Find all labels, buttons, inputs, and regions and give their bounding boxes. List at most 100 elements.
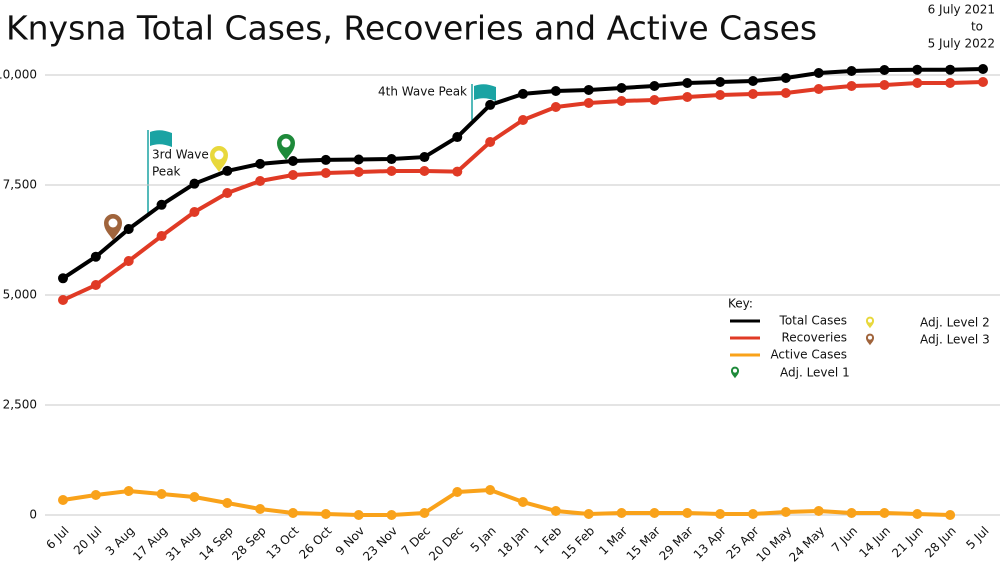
chart-title: Knysna Total Cases, Recoveries and Activ… bbox=[6, 9, 817, 48]
data-point bbox=[682, 78, 693, 89]
data-point bbox=[255, 175, 266, 186]
data-point bbox=[879, 64, 890, 75]
legend-pin bbox=[730, 366, 740, 379]
annotation: Peak bbox=[152, 165, 181, 179]
data-point bbox=[255, 158, 266, 169]
data-point bbox=[189, 492, 200, 503]
data-point bbox=[649, 94, 660, 105]
data-point bbox=[649, 81, 660, 91]
data-point bbox=[222, 165, 233, 176]
data-point bbox=[748, 89, 758, 100]
legend-pin bbox=[865, 333, 875, 346]
data-point bbox=[320, 154, 331, 165]
data-point bbox=[452, 132, 463, 143]
data-point bbox=[58, 494, 68, 505]
legend-label: Adj. Level 1 bbox=[780, 366, 850, 380]
x-tick-label: 20 Dec bbox=[426, 524, 466, 564]
data-point bbox=[813, 83, 824, 94]
x-tick-label: 29 Mar bbox=[656, 524, 695, 563]
x-tick-label: 21 Jun bbox=[889, 524, 926, 561]
series-line bbox=[62, 79, 984, 302]
x-tick-label: 5 Jul bbox=[963, 524, 991, 552]
subtitle: 5 July 2022 bbox=[928, 37, 995, 51]
data-point bbox=[156, 199, 167, 210]
x-tick-label: 23 Nov bbox=[360, 524, 400, 564]
data-point bbox=[58, 295, 68, 306]
flag bbox=[147, 130, 172, 214]
legend-label: Adj. Level 3 bbox=[920, 333, 990, 347]
data-point bbox=[288, 508, 298, 519]
data-point bbox=[58, 273, 68, 284]
data-point bbox=[682, 92, 693, 102]
data-point bbox=[978, 76, 988, 87]
data-point bbox=[912, 64, 923, 75]
x-tick-label: 14 Jun bbox=[856, 524, 893, 561]
data-point bbox=[945, 78, 956, 89]
legend-label: Total Cases bbox=[779, 314, 847, 328]
series-line bbox=[61, 67, 984, 280]
data-point bbox=[912, 78, 923, 89]
data-point bbox=[485, 485, 496, 496]
data-point bbox=[748, 508, 758, 519]
data-point bbox=[846, 81, 857, 91]
data-point bbox=[550, 101, 561, 112]
data-point bbox=[616, 96, 627, 107]
y-tick-label: 7,500 bbox=[3, 178, 37, 192]
data-point bbox=[715, 508, 726, 519]
data-point bbox=[156, 489, 167, 500]
flag bbox=[471, 84, 496, 120]
data-point bbox=[452, 166, 463, 177]
data-point bbox=[320, 167, 331, 178]
pin-hole bbox=[281, 138, 291, 148]
data-point bbox=[682, 508, 693, 519]
data-point bbox=[90, 489, 101, 500]
data-point bbox=[518, 88, 528, 99]
data-point bbox=[255, 504, 266, 515]
data-point bbox=[189, 207, 200, 218]
legend-pin bbox=[865, 316, 875, 329]
data-point bbox=[353, 510, 364, 520]
data-point bbox=[846, 65, 857, 76]
data-point bbox=[780, 72, 791, 83]
data-point bbox=[945, 64, 956, 75]
data-point bbox=[518, 497, 528, 508]
data-point bbox=[123, 255, 134, 266]
data-point bbox=[583, 84, 594, 95]
data-point bbox=[419, 152, 430, 163]
data-point bbox=[780, 507, 791, 518]
x-tick-label: 14 Sep bbox=[196, 524, 235, 563]
legend-title: Key: bbox=[728, 297, 753, 311]
pin-hole bbox=[867, 318, 873, 323]
x-tick-label: 6 Jul bbox=[43, 524, 71, 552]
data-point bbox=[813, 68, 824, 79]
data-point bbox=[90, 280, 101, 291]
x-tick-label: 13 Oct bbox=[264, 523, 302, 561]
data-point bbox=[386, 166, 397, 177]
data-point bbox=[978, 64, 988, 75]
data-point bbox=[485, 99, 496, 110]
legend-label: Adj. Level 2 bbox=[920, 316, 990, 330]
data-point bbox=[222, 188, 233, 199]
data-point bbox=[123, 224, 134, 234]
data-point bbox=[386, 510, 397, 520]
annotation: 4th Wave Peak bbox=[378, 85, 467, 99]
data-point bbox=[879, 508, 890, 519]
data-point bbox=[386, 154, 397, 165]
x-tick-label: 15 Feb bbox=[559, 524, 597, 562]
x-tick-label: 10 May bbox=[754, 524, 795, 565]
pin-hole bbox=[732, 368, 738, 373]
x-tick-label: 20 Jul bbox=[71, 524, 105, 558]
data-point bbox=[583, 97, 594, 108]
data-point bbox=[649, 508, 660, 519]
x-tick-label: 15 Mar bbox=[624, 524, 663, 563]
data-point bbox=[945, 510, 956, 520]
x-tick-label: 31 Aug bbox=[163, 524, 203, 564]
data-point bbox=[550, 505, 561, 516]
data-point bbox=[518, 115, 528, 126]
data-point bbox=[715, 76, 726, 87]
data-point bbox=[912, 508, 923, 519]
data-point bbox=[288, 156, 298, 167]
data-point bbox=[715, 90, 726, 101]
legend-label: Recoveries bbox=[781, 331, 847, 345]
